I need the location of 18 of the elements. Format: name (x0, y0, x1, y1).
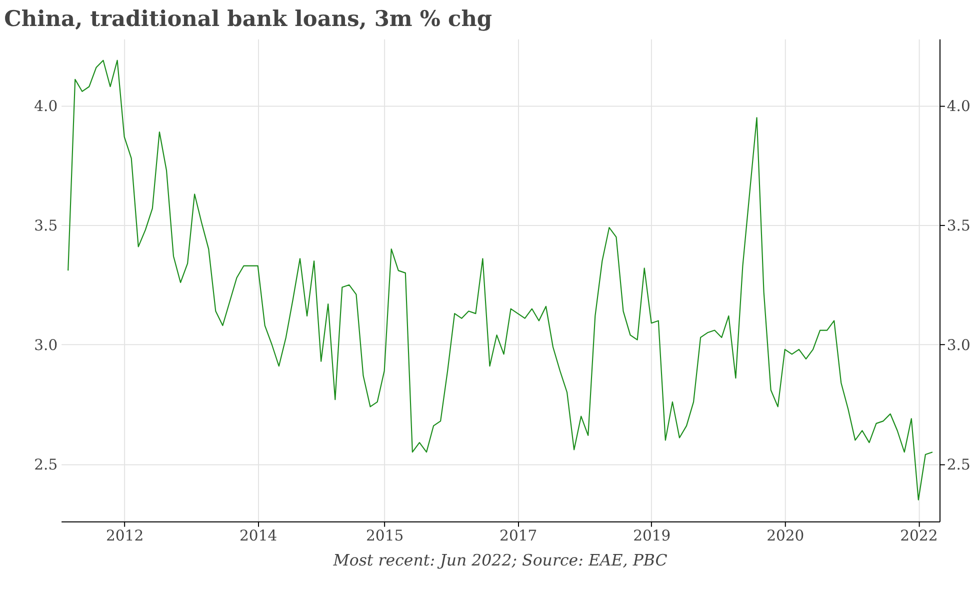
x-tick-label: 2019 (633, 528, 671, 545)
chart-title: China, traditional bank loans, 3m % chg (4, 7, 492, 32)
y2-tick-label: 3.5 (946, 218, 970, 235)
x-tick-label: 2012 (106, 528, 144, 545)
y-tick-label: 3.5 (34, 218, 58, 235)
y-tick-label: 2.5 (34, 456, 58, 474)
y-tick-label: 4.0 (34, 98, 58, 116)
y-tick-label: 3.0 (34, 337, 58, 354)
y2-tick-label: 3.0 (946, 337, 970, 354)
x-tick-label: 2022 (900, 528, 938, 545)
y2-tick-label: 2.5 (946, 456, 970, 474)
line-series (68, 60, 934, 500)
y2-tick-label: 4.0 (946, 98, 970, 116)
text: Most recent: Jun 2022; Source: EAE, PBC (332, 550, 668, 570)
x-tick-label: 2020 (766, 528, 804, 545)
x-tick-label: 2014 (240, 528, 278, 545)
x-tick-label: 2015 (366, 528, 404, 545)
x-tick-label: 2017 (500, 528, 538, 545)
